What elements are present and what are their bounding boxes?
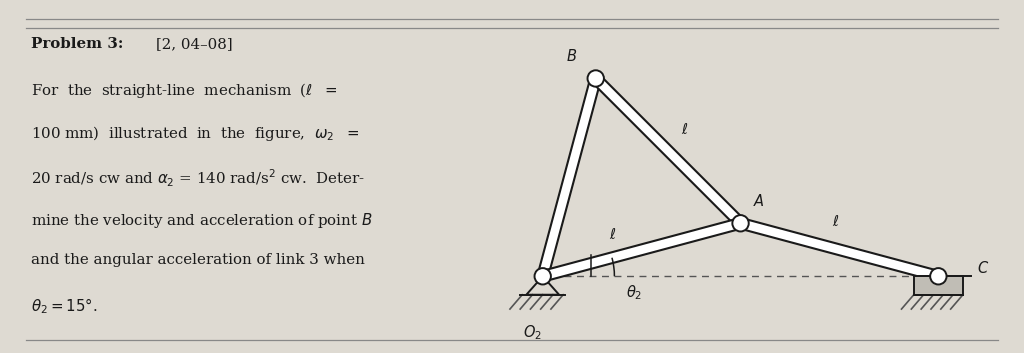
Circle shape — [588, 70, 604, 86]
Polygon shape — [542, 218, 742, 281]
Circle shape — [732, 215, 749, 232]
Text: For  the  straight-line  mechanism  ($\ell$  $=$: For the straight-line mechanism ($\ell$ … — [31, 80, 337, 100]
Text: mine the velocity and acceleration of point $B$: mine the velocity and acceleration of po… — [31, 211, 373, 230]
Text: 20 rad/s cw and $\alpha_2$ = 140 rad/s$^2$ cw.  Deter-: 20 rad/s cw and $\alpha_2$ = 140 rad/s$^… — [31, 168, 365, 189]
Text: $O_2$: $O_2$ — [523, 323, 542, 342]
Polygon shape — [592, 75, 744, 227]
Polygon shape — [538, 77, 601, 278]
Text: $B$: $B$ — [566, 48, 578, 64]
Text: $\theta_2 = 15°$.: $\theta_2 = 15°$. — [31, 297, 97, 316]
Circle shape — [930, 268, 946, 285]
Polygon shape — [739, 218, 940, 281]
Text: $\theta_2$: $\theta_2$ — [626, 283, 642, 302]
Text: [2, 04–08]: [2, 04–08] — [156, 37, 232, 51]
Text: 100 mm)  illustrated  in  the  figure,  $\omega_2$  $=$: 100 mm) illustrated in the figure, $\ome… — [31, 124, 359, 143]
Text: $A$: $A$ — [753, 193, 765, 209]
Text: $C$: $C$ — [977, 260, 989, 276]
Polygon shape — [913, 276, 963, 295]
Text: Problem 3:: Problem 3: — [31, 37, 123, 51]
Text: $\ell$: $\ell$ — [609, 227, 616, 241]
Text: $\ell$: $\ell$ — [681, 121, 688, 137]
Circle shape — [535, 268, 551, 285]
Text: and the angular acceleration of link 3 when: and the angular acceleration of link 3 w… — [31, 253, 365, 267]
Text: $\ell$: $\ell$ — [831, 214, 839, 229]
